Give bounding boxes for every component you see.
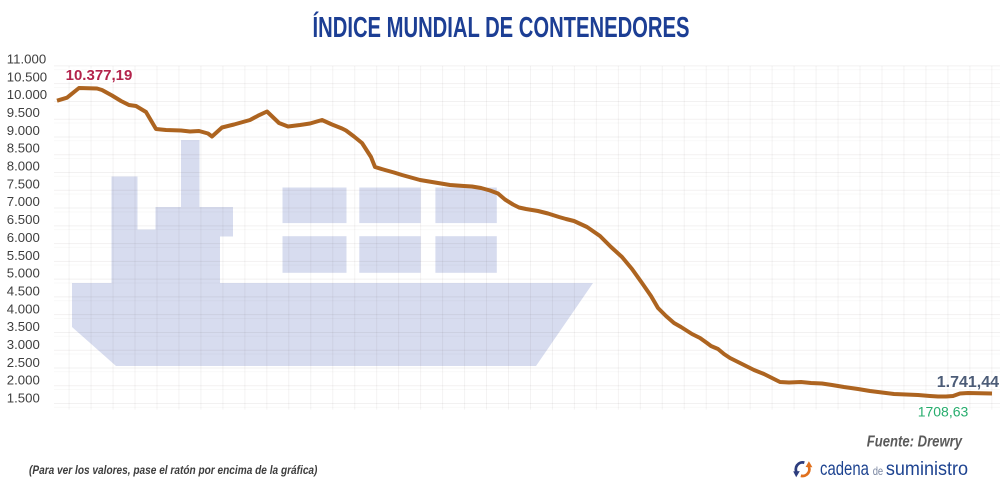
svg-text:2.500: 2.500 [7,355,40,370]
svg-text:10.000: 10.000 [7,87,47,102]
svg-text:6.500: 6.500 [7,212,40,227]
svg-text:3.000: 3.000 [7,337,40,352]
svg-text:(Para ver los valores, pase el: (Para ver los valores, pase el ratón por… [29,464,318,477]
svg-text:suministro: suministro [886,458,968,480]
svg-text:9.500: 9.500 [7,105,40,120]
svg-text:7.000: 7.000 [7,194,40,209]
svg-text:10.377,19: 10.377,19 [66,67,133,84]
svg-text:5.000: 5.000 [7,266,40,281]
svg-text:1708,63: 1708,63 [918,404,969,420]
svg-text:8.000: 8.000 [7,159,40,174]
svg-text:2.000: 2.000 [7,373,40,388]
svg-text:4.500: 4.500 [7,283,40,298]
svg-text:cadena: cadena [820,458,869,479]
svg-text:Fuente: Drewry: Fuente: Drewry [867,433,963,451]
svg-text:ÍNDICE MUNDIAL DE CONTENEDORES: ÍNDICE MUNDIAL DE CONTENEDORES [313,11,690,43]
svg-text:10.500: 10.500 [7,69,47,84]
svg-text:3.500: 3.500 [7,319,40,334]
svg-text:1.741,44: 1.741,44 [937,374,999,391]
svg-text:4.000: 4.000 [7,301,40,316]
svg-text:1.500: 1.500 [7,391,40,406]
svg-text:de: de [873,465,884,478]
svg-text:6.000: 6.000 [7,230,40,245]
svg-text:7.500: 7.500 [7,176,40,191]
svg-text:5.500: 5.500 [7,248,40,263]
svg-text:11.000: 11.000 [7,51,46,66]
svg-text:8.500: 8.500 [7,141,40,156]
svg-text:9.000: 9.000 [7,123,40,138]
